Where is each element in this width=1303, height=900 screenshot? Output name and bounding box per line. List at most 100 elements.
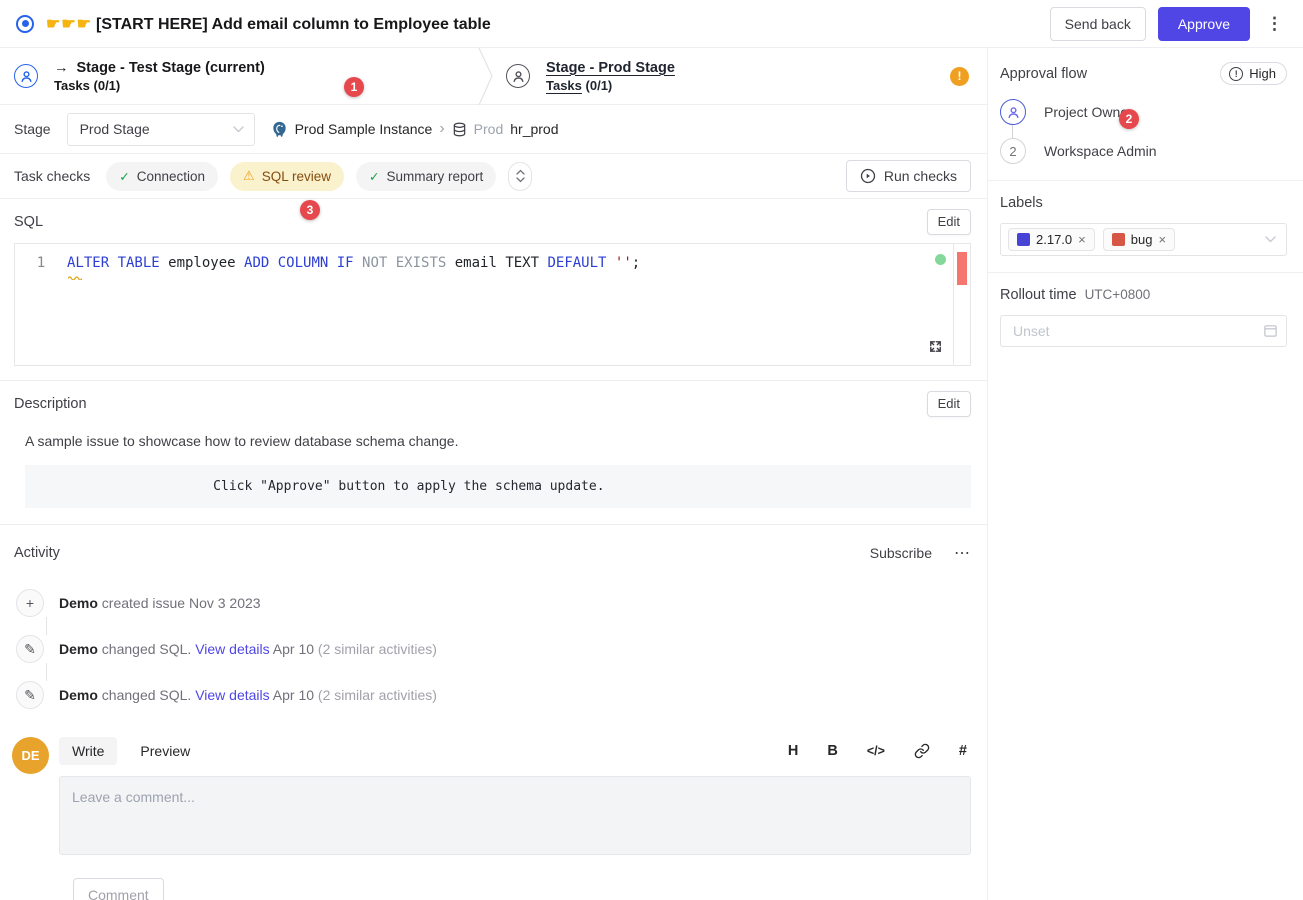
pencil-icon: ✎ <box>16 635 44 663</box>
stage-prod-stage[interactable]: Stage - Prod Stage Tasks (0/1) ! <box>494 48 987 104</box>
rollout-time-input[interactable] <box>1000 315 1287 347</box>
tab-write[interactable]: Write <box>59 737 118 765</box>
header-left: ☛☛☛ [START HERE] Add email column to Empl… <box>16 14 491 34</box>
main-column: → Stage - Test Stage (current) Tasks (0/1… <box>0 48 987 900</box>
environment-name: Prod <box>473 121 504 137</box>
approver-person-icon <box>1000 99 1026 125</box>
run-checks-button[interactable]: Run checks <box>845 160 971 192</box>
activity-user: Demo <box>59 595 98 611</box>
instance-name[interactable]: Prod Sample Instance <box>294 121 433 137</box>
activity-user: Demo <box>59 641 98 657</box>
sidebar-divider <box>988 180 1303 181</box>
activity-connector <box>46 617 971 635</box>
stage-test-text: → Stage - Test Stage (current) Tasks (0/1… <box>54 60 265 93</box>
chevron-up-down-icon <box>516 169 525 183</box>
sql-section-title: SQL <box>14 214 44 230</box>
description-section: Description Edit A sample issue to showc… <box>0 381 987 524</box>
rollout-timezone: UTC+0800 <box>1084 287 1151 302</box>
header-actions: Send back Approve ⋮ <box>1049 6 1287 41</box>
stage-prod-title-link[interactable]: Stage - Prod Stage <box>546 59 675 76</box>
editor-status-dot <box>935 254 946 265</box>
stage-prod-tasks-link[interactable]: Tasks <box>546 77 582 93</box>
description-edit-button[interactable]: Edit <box>926 391 971 417</box>
activity-text: changed SQL. <box>97 641 196 657</box>
check-success-icon: ✓ <box>119 169 130 184</box>
issue-title-text: [START HERE] Add email column to Employe… <box>96 15 491 33</box>
link-button[interactable] <box>914 743 930 759</box>
arrow-right-icon: → <box>54 59 69 76</box>
header: ☛☛☛ [START HERE] Add email column to Empl… <box>0 0 1303 48</box>
comment-submit-button[interactable]: Comment <box>73 878 164 900</box>
description-title: Description <box>14 396 87 412</box>
bold-button[interactable]: B <box>827 743 838 759</box>
activity-text: changed SQL. <box>97 687 196 703</box>
activity-item: ✎ Demo changed SQL. View details Apr 10 … <box>16 635 971 663</box>
warning-squiggle <box>68 276 82 280</box>
right-sidebar: Approval flow ! High Project Owner 2 Wor… <box>987 48 1303 900</box>
stage-assignee-icon <box>14 64 38 88</box>
sql-string: '' <box>606 255 632 271</box>
sql-editor[interactable]: 1 ALTER TABLE employee ADD COLUMN IF NOT … <box>14 243 971 366</box>
label-color-swatch <box>1017 233 1030 246</box>
activity-connector <box>46 663 971 681</box>
send-back-button[interactable]: Send back <box>1049 6 1146 41</box>
label-chip-text: bug <box>1130 232 1153 247</box>
description-text: A sample issue to showcase how to review… <box>25 433 459 449</box>
database-name[interactable]: hr_prod <box>510 121 559 137</box>
calendar-icon <box>1263 323 1278 338</box>
tour-step-badge-3: 3 <box>300 200 320 220</box>
approval-step-number: 2 <box>1000 138 1026 164</box>
expand-checks-button[interactable] <box>508 161 533 191</box>
hash-button[interactable]: # <box>958 743 967 759</box>
priority-exclaim-icon: ! <box>1229 66 1244 81</box>
section-divider <box>0 380 987 381</box>
sql-edit-button[interactable]: Edit <box>926 209 971 235</box>
page-title: ☛☛☛ [START HERE] Add email column to Empl… <box>46 14 491 34</box>
view-details-link[interactable]: View details <box>195 641 270 657</box>
comment-composer: DE ••• Write Preview H B </> <box>0 709 987 900</box>
breadcrumb-separator-icon: › <box>439 120 445 137</box>
sidebar-divider <box>988 272 1303 273</box>
more-options-icon[interactable]: ⋮ <box>1266 13 1283 33</box>
link-icon <box>914 743 930 759</box>
database-icon <box>453 122 465 136</box>
approve-button[interactable]: Approve <box>1157 6 1250 41</box>
view-details-link[interactable]: View details <box>195 687 270 703</box>
check-connection-label: Connection <box>136 168 206 184</box>
stage-select[interactable]: Prod Stage <box>66 112 255 146</box>
stage-test-tasks: Tasks (0/1) <box>54 77 121 93</box>
check-sql-review-label: SQL review <box>261 168 331 184</box>
activity-user: Demo <box>59 687 98 703</box>
remove-label-icon[interactable]: × <box>1078 232 1086 247</box>
comment-input[interactable] <box>59 776 971 855</box>
stage-warning-badge: ! <box>950 66 969 86</box>
check-summary-report[interactable]: ✓ Summary report <box>355 161 497 191</box>
code-button[interactable]: </> <box>866 744 885 758</box>
tab-preview[interactable]: Preview <box>140 743 191 759</box>
composer-tabs: Write Preview <box>59 737 203 765</box>
subscribe-button[interactable]: Subscribe <box>869 545 932 561</box>
activity-text: created issue Nov 3 2023 <box>97 595 261 611</box>
activity-menu-icon[interactable]: ⋯ <box>954 545 971 562</box>
rollout-time-field <box>1000 315 1287 347</box>
warning-triangle-icon: ⚠ <box>243 168 255 183</box>
check-sql-review[interactable]: ⚠ SQL review <box>230 161 344 191</box>
user-avatar: DE <box>12 737 49 774</box>
sql-identifier: employee <box>159 255 245 271</box>
stage-separator-chevron <box>478 48 493 105</box>
remove-label-icon[interactable]: × <box>1158 232 1167 247</box>
approval-flow-title: Approval flow <box>1000 65 1088 82</box>
label-chip: 2.17.0 × <box>1008 228 1095 251</box>
sql-keyword: ADD COLUMN IF <box>244 255 354 271</box>
stage-test-title: Stage - Test Stage (current) <box>76 59 265 76</box>
tour-step-badge-1: 1 <box>344 77 364 97</box>
priority-label: High <box>1249 66 1276 81</box>
heading-button[interactable]: H <box>787 743 799 759</box>
label-chip-text: 2.17.0 <box>1036 232 1073 247</box>
check-connection[interactable]: ✓ Connection <box>106 161 219 191</box>
labels-select[interactable]: 2.17.0 × bug × <box>1000 223 1287 256</box>
priority-badge[interactable]: ! High <box>1220 62 1287 85</box>
sql-code-line: 1 ALTER TABLE employee ADD COLUMN IF NOT … <box>15 244 970 273</box>
fullscreen-icon[interactable] <box>927 338 944 355</box>
stage-test-stage[interactable]: → Stage - Test Stage (current) Tasks (0/1… <box>0 48 478 104</box>
